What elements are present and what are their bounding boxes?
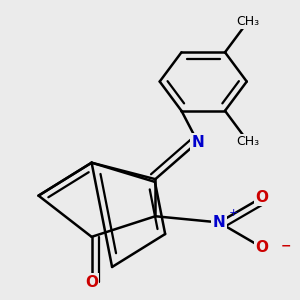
Text: O: O — [255, 190, 268, 205]
Text: −: − — [281, 239, 291, 252]
Text: N: N — [191, 135, 204, 150]
Text: CH₃: CH₃ — [236, 135, 259, 148]
Text: CH₃: CH₃ — [236, 16, 259, 28]
Text: N: N — [213, 215, 225, 230]
Text: O: O — [85, 274, 98, 290]
Text: O: O — [255, 240, 268, 255]
Text: +: + — [229, 208, 238, 218]
